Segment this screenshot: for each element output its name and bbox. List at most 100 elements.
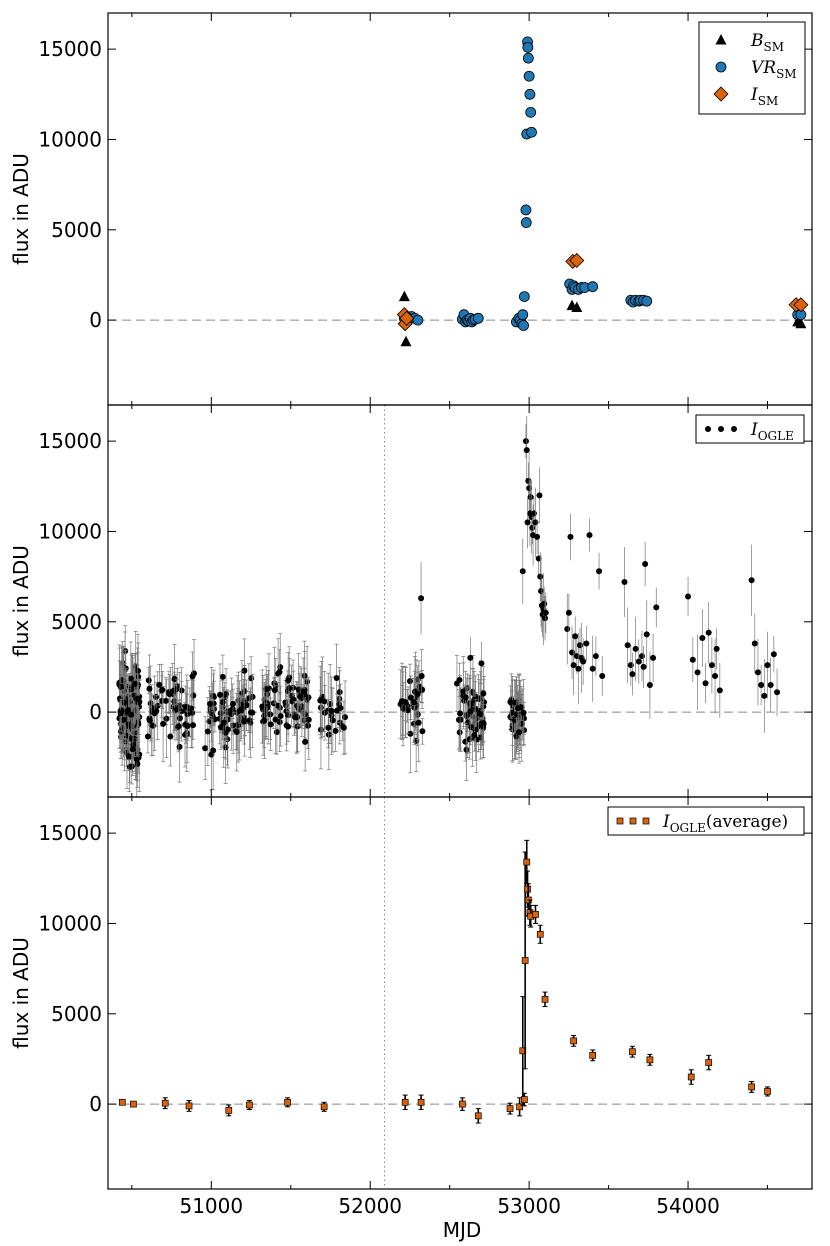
data-point <box>286 685 293 692</box>
data-point <box>166 691 173 698</box>
data-point <box>459 1100 466 1108</box>
data-point <box>163 715 170 722</box>
data-point <box>646 682 653 688</box>
data-point <box>570 1037 577 1045</box>
data-point <box>176 715 183 722</box>
data-point <box>267 721 274 728</box>
legend-marker <box>705 426 711 432</box>
data-point <box>530 510 537 517</box>
data-point <box>118 1098 126 1106</box>
data-point <box>589 1051 597 1059</box>
data-point <box>282 699 289 706</box>
data-point <box>285 677 292 684</box>
data-point <box>460 688 467 695</box>
data-point <box>284 1098 291 1106</box>
data-point <box>541 600 548 607</box>
data-point <box>217 691 224 698</box>
data-point <box>764 1088 771 1095</box>
data-point <box>596 568 603 575</box>
data-point <box>793 297 809 313</box>
y-axis-label: flux in ADU <box>9 545 33 657</box>
data-point <box>472 312 484 324</box>
data-point <box>399 310 415 326</box>
data-point <box>462 694 469 701</box>
data-point <box>161 1099 169 1107</box>
data-point <box>572 633 579 640</box>
data-point <box>687 1073 695 1081</box>
plot-area <box>108 405 812 797</box>
data-point <box>300 688 307 695</box>
series-i-ogle <box>118 839 771 1124</box>
data-point <box>134 695 141 702</box>
data-point <box>241 667 248 674</box>
data-point <box>305 716 312 723</box>
data-point <box>515 705 522 712</box>
data-point <box>407 694 414 701</box>
data-point <box>646 1056 654 1064</box>
data-point <box>418 595 425 602</box>
data-point <box>580 658 587 665</box>
data-point <box>325 724 332 731</box>
legend: IOGLE(average) <box>607 806 805 836</box>
legend-marker <box>616 817 624 825</box>
data-point <box>748 577 755 584</box>
data-point <box>415 719 422 726</box>
y-axis-label: flux in ADU <box>9 153 33 265</box>
data-point <box>134 667 141 674</box>
data-point <box>407 730 414 737</box>
data-point <box>400 335 412 347</box>
data-point <box>173 706 180 713</box>
data-point <box>650 654 657 661</box>
data-point <box>417 1098 425 1106</box>
data-point <box>751 640 758 647</box>
data-point <box>398 698 405 705</box>
data-point <box>259 703 266 710</box>
data-point <box>210 747 217 754</box>
data-point <box>224 736 231 743</box>
data-point <box>524 519 531 526</box>
data-point <box>627 662 634 669</box>
data-point <box>230 700 237 707</box>
data-point <box>411 704 418 711</box>
data-point <box>220 719 227 726</box>
data-point <box>414 690 421 697</box>
data-point <box>536 492 543 499</box>
data-point <box>474 1112 482 1120</box>
data-point <box>624 642 631 649</box>
data-point <box>332 727 339 734</box>
y-tick-label: 15000 <box>38 821 102 845</box>
data-point <box>467 708 474 715</box>
axis-ticks: 0 5000 10000 15000 <box>38 13 812 405</box>
data-point <box>526 126 537 138</box>
data-point <box>472 726 479 733</box>
legend: IOGLE <box>695 414 805 444</box>
data-point <box>712 672 719 679</box>
legend-box <box>695 414 805 444</box>
data-point <box>133 756 140 763</box>
data-point <box>238 701 245 708</box>
data-point <box>705 629 712 636</box>
data-point <box>716 687 723 694</box>
data-point <box>398 290 410 302</box>
data-point <box>418 672 425 679</box>
data-point <box>583 640 590 647</box>
data-point <box>145 677 152 684</box>
data-point <box>333 675 340 682</box>
data-point <box>705 1059 713 1066</box>
data-point <box>419 686 426 693</box>
data-point <box>245 695 252 702</box>
data-point <box>204 728 211 735</box>
data-point <box>271 687 278 694</box>
data-point <box>587 281 599 293</box>
data-point <box>337 704 344 711</box>
y-axis-label: flux in ADU <box>9 937 33 1049</box>
data-point <box>273 729 280 736</box>
data-point <box>276 669 283 676</box>
data-point <box>160 720 167 727</box>
data-point <box>471 732 478 739</box>
data-point <box>456 676 463 683</box>
y-tick-label: 5000 <box>51 610 102 634</box>
data-point <box>125 707 132 714</box>
